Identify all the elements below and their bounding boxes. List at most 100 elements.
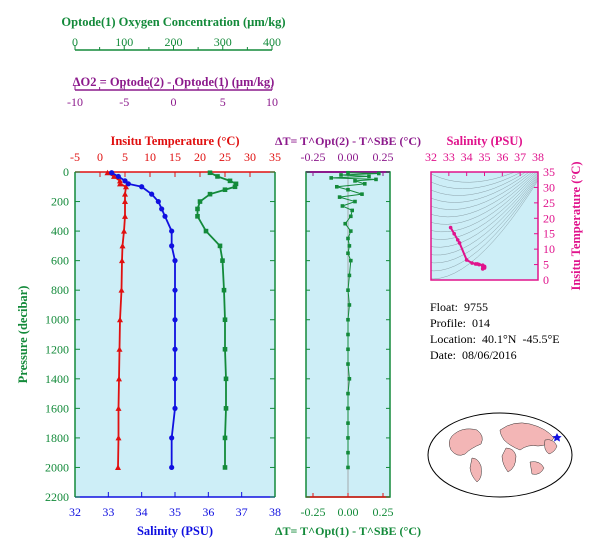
delta-t-point <box>353 199 357 204</box>
salinity-tick-label: 32 <box>69 505 81 519</box>
delta-o2-tick-label: -5 <box>119 95 129 109</box>
pressure-tick-label: 800 <box>51 283 69 297</box>
ts-y-tick-label: 25 <box>543 196 555 210</box>
delta-t-point <box>346 187 350 192</box>
salinity-point <box>172 346 178 352</box>
delta-t-bottom-tick-label: 0.25 <box>373 505 394 519</box>
delta-t-point <box>346 170 350 175</box>
delta-t-point <box>346 391 350 396</box>
salinity-point <box>149 191 155 197</box>
ts-y-tick-label: 30 <box>543 180 555 194</box>
delta-t-point <box>346 436 350 440</box>
oxygen-tick-label: 400 <box>263 35 281 49</box>
density-contour <box>431 175 538 256</box>
delta-t-point <box>347 273 352 278</box>
insitu-temperature-point <box>123 183 129 190</box>
delta-t-top-tick-label: 0.25 <box>373 150 394 164</box>
salinity-tick-label: 37 <box>236 505 248 519</box>
optode-1-oxygen-concentration-point <box>207 191 213 197</box>
ts-y-tick-label: 35 <box>543 165 555 179</box>
delta-o2-tick-label: 5 <box>220 95 226 109</box>
salinity-point <box>172 258 178 264</box>
insitu-temperature-point <box>115 464 121 470</box>
salinity-point <box>172 405 178 411</box>
density-contour <box>431 172 535 218</box>
optode-1-oxygen-concentration-point <box>233 181 239 187</box>
delta-t-point <box>349 229 353 233</box>
delta-t-point <box>343 221 347 226</box>
insitu-temperature-point <box>119 257 125 264</box>
salinity-point <box>172 376 178 382</box>
optode-1-oxygen-concentration-point <box>195 214 200 219</box>
optode-1-oxygen-concentration-point <box>220 258 225 263</box>
insitu-temperature-point <box>117 177 123 184</box>
insitu-temperature-point <box>121 228 127 234</box>
delta-t-point <box>347 303 352 307</box>
density-contour <box>431 173 538 248</box>
delta-t-point <box>346 362 350 366</box>
delta-t-point <box>346 421 350 425</box>
optode-1-oxygen-concentration-point <box>215 174 220 179</box>
optode-1-oxygen-concentration-point <box>221 287 227 293</box>
pressure-axis-title: Pressure (decibar) <box>16 286 30 384</box>
delta-t-point <box>337 195 342 199</box>
optode-1-oxygen-concentration-point <box>222 465 228 470</box>
delta-t-point <box>347 244 352 248</box>
salinity-point <box>122 178 128 184</box>
pressure-tick-label: 2200 <box>45 490 69 504</box>
salinity-tick-label: 33 <box>102 505 114 519</box>
salinity-point <box>155 198 161 205</box>
pressure-tick-label: 200 <box>51 195 69 209</box>
ts-point <box>470 261 474 265</box>
delta-o2-tick-label: 10 <box>266 95 278 109</box>
salinity-tick-label: 38 <box>269 505 281 519</box>
pressure-tick-label: 1000 <box>45 313 69 327</box>
insitu-temperature-point <box>111 173 117 179</box>
pressure-tick-label: 1600 <box>45 401 69 415</box>
optode-1-oxygen-concentration-point <box>195 206 200 212</box>
optode-1-oxygen-concentration-point <box>203 228 209 234</box>
optode-1-oxygen-concentration-point <box>217 243 223 249</box>
delta-t-point <box>340 204 345 208</box>
density-contour <box>431 179 538 280</box>
insitu-temperature-point <box>122 198 128 205</box>
oxygen-tick-label: 200 <box>165 35 183 49</box>
delta-t-top-title: ΔT= T^Opt(2) - T^SBE (°C) <box>275 134 421 148</box>
density-contour <box>431 172 516 183</box>
optode-1-oxygen-concentration-point <box>222 346 228 352</box>
delta-t-top-tick-label: -0.25 <box>301 150 326 164</box>
temperature-tick-label: 15 <box>169 150 181 164</box>
ts-x-tick-label: 36 <box>496 150 508 164</box>
optode-1-oxygen-concentration-point <box>207 170 213 176</box>
salinity-point <box>169 243 175 249</box>
pressure-tick-label: 1800 <box>45 431 69 445</box>
salinity-point <box>115 173 121 180</box>
insitu-temperature-point <box>104 169 111 176</box>
salinity-axis-title: Salinity (PSU) <box>137 524 213 538</box>
float-info-date: Date: 08/06/2016 <box>430 348 517 362</box>
density-contour <box>431 178 538 272</box>
delta-t-bottom-tick-label: 0.00 <box>338 505 359 519</box>
optode-1-oxygen-concentration-point <box>197 199 203 204</box>
delta-t-top-tick-label: 0.00 <box>338 150 359 164</box>
temperature-tick-label: -5 <box>70 150 80 164</box>
salinity-point <box>139 184 145 190</box>
pressure-tick-label: 1200 <box>45 342 69 356</box>
density-contour <box>431 172 530 203</box>
salinity-point <box>169 228 175 234</box>
delta-t-point <box>367 174 371 179</box>
oxygen-title: Optode(1) Oxygen Concentration (µm/kg) <box>61 15 285 29</box>
delta-t-point <box>346 450 350 455</box>
optode-1-oxygen-concentration-point <box>222 317 228 323</box>
delta-o2-title: ΔO2 = Optode(2) - Optode(1) (µm/kg) <box>73 75 275 89</box>
delta-t-point <box>346 332 350 337</box>
delta-o2-tick-label: 0 <box>171 95 177 109</box>
ts-point <box>464 258 469 262</box>
pressure-tick-label: 600 <box>51 254 69 268</box>
optode-1-oxygen-concentration-point <box>223 406 229 411</box>
delta-t-point <box>346 347 350 352</box>
optode-1-oxygen-concentration-point <box>223 376 229 382</box>
ts-y-tick-label: 15 <box>543 227 555 241</box>
delta-t-point <box>353 179 357 183</box>
map-land <box>544 439 558 455</box>
